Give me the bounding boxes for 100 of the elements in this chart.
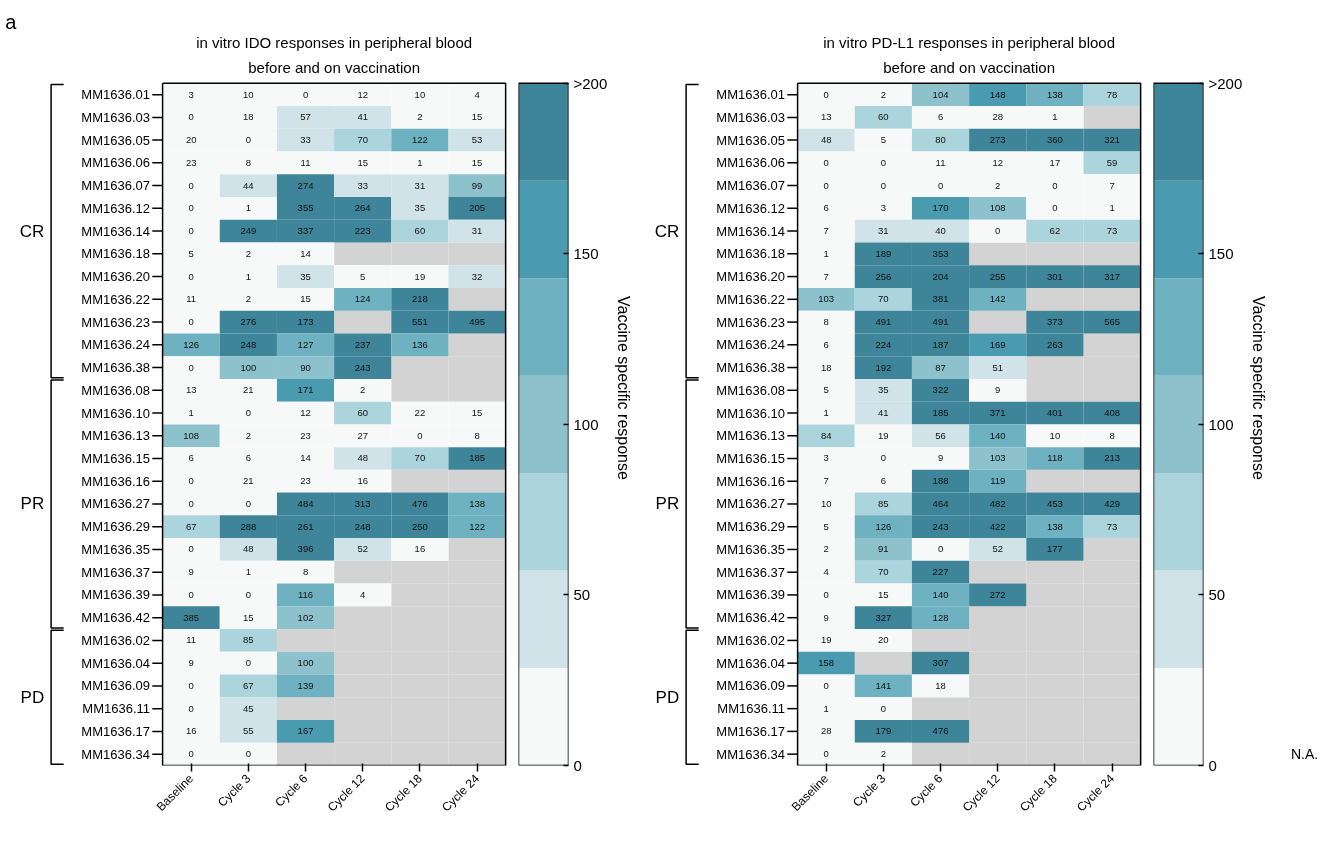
data-label: 1 xyxy=(1109,202,1115,214)
data-label: 56 xyxy=(935,429,946,441)
y-tick-label: MM1636.09 xyxy=(81,678,151,694)
data-label: 70 xyxy=(878,293,889,305)
data-label: 9 xyxy=(995,384,1001,396)
data-label: 8 xyxy=(474,429,480,441)
y-tick-label: MM1636.16 xyxy=(81,473,151,489)
data-label: 0 xyxy=(188,497,194,509)
data-label: 188 xyxy=(932,475,949,487)
data-label: 140 xyxy=(932,588,949,600)
data-label: 23 xyxy=(185,156,197,168)
data-label: 7 xyxy=(823,270,829,282)
data-label: 127 xyxy=(297,338,314,350)
data-label: 15 xyxy=(357,156,368,168)
data-label: 381 xyxy=(932,293,949,305)
data-label: 4 xyxy=(360,588,366,600)
color-bar-title: Vaccine specific response xyxy=(1250,296,1268,480)
y-tick-label: MM1636.06 xyxy=(81,155,151,171)
data-label: 28 xyxy=(992,111,1003,123)
data-label: 33 xyxy=(300,134,311,146)
y-tick-label: MM1636.27 xyxy=(81,496,151,512)
y-tick-label: MM1636.35 xyxy=(81,541,151,557)
data-label: 15 xyxy=(300,293,311,305)
y-tick-label: MM1636.38 xyxy=(716,360,786,376)
data-label: 122 xyxy=(469,520,485,532)
data-label: 102 xyxy=(297,611,314,623)
y-tick-label: MM1636.42 xyxy=(716,610,786,626)
data-label: 1 xyxy=(823,247,829,259)
data-label: 169 xyxy=(989,338,1006,350)
data-label: 0 xyxy=(188,588,194,600)
data-label: 11 xyxy=(186,293,197,305)
data-label: 104 xyxy=(932,88,949,100)
data-label: 422 xyxy=(989,520,1006,532)
y-tick-label: MM1636.18 xyxy=(716,246,786,262)
data-label: 274 xyxy=(297,179,314,191)
data-label: 67 xyxy=(243,679,254,691)
data-label: 116 xyxy=(297,588,314,600)
data-label: 87 xyxy=(935,361,946,373)
text: N.A. xyxy=(1290,746,1319,763)
data-label: 396 xyxy=(297,543,314,555)
data-label: 8 xyxy=(823,316,829,328)
data-label: 0 xyxy=(823,588,829,600)
data-label: 10 xyxy=(820,497,832,509)
y-tick-label: MM1636.05 xyxy=(81,132,151,148)
y-tick-label: MM1636.12 xyxy=(81,200,151,216)
data-label: 385 xyxy=(183,611,200,623)
data-label: 4 xyxy=(474,88,480,100)
data-label: 2 xyxy=(880,748,887,760)
color-bar-label: 100 xyxy=(1208,415,1234,433)
y-tick-label: MM1636.15 xyxy=(81,451,151,466)
data-label: 18 xyxy=(820,361,832,373)
y-tick-label: MM1636.11 xyxy=(82,701,151,717)
data-label: 263 xyxy=(1046,338,1063,350)
text: CR xyxy=(654,221,680,241)
data-label: 35 xyxy=(414,202,426,214)
y-tick-label: MM1636.13 xyxy=(81,428,151,444)
y-tick-label: MM1636.34 xyxy=(81,746,151,762)
data-label: 5 xyxy=(880,134,887,146)
color-bar-label: 100 xyxy=(573,415,599,433)
data-label: 7 xyxy=(1109,179,1115,191)
y-tick-label: MM1636.38 xyxy=(81,360,151,376)
y-tick-label: MM1636.27 xyxy=(716,496,786,512)
data-label: 2 xyxy=(245,293,252,305)
data-label: 103 xyxy=(818,293,835,305)
data-label: 5 xyxy=(823,384,829,396)
data-label: 28 xyxy=(820,725,832,737)
data-label: 100 xyxy=(240,361,257,373)
data-label: 0 xyxy=(188,270,194,282)
data-label: 1 xyxy=(245,566,252,578)
data-label: 15 xyxy=(878,588,889,600)
y-tick-label: MM1636.42 xyxy=(81,610,151,626)
data-label: 187 xyxy=(932,338,949,350)
data-label: 11 xyxy=(935,156,946,168)
data-label: 10 xyxy=(414,88,426,100)
y-tick-label: MM1636.37 xyxy=(716,564,786,580)
data-label: 5 xyxy=(823,520,829,532)
y-tick-label: MM1636.34 xyxy=(716,746,786,762)
data-label: 484 xyxy=(297,497,314,509)
data-label: 551 xyxy=(411,316,428,328)
data-label: 0 xyxy=(188,748,194,760)
data-label: 23 xyxy=(300,429,311,441)
data-label: 19 xyxy=(820,634,832,646)
data-label: 12 xyxy=(992,156,1003,168)
data-label: 158 xyxy=(818,657,835,669)
color-bar-label: 50 xyxy=(1208,586,1226,604)
data-label: 0 xyxy=(188,202,194,214)
data-label: 126 xyxy=(183,338,200,350)
data-label: 565 xyxy=(1104,316,1120,328)
data-label: 70 xyxy=(878,566,889,578)
data-label: 0 xyxy=(188,225,194,237)
y-tick-label: MM1636.23 xyxy=(716,314,786,330)
data-label: 139 xyxy=(297,679,314,691)
data-label: 255 xyxy=(989,270,1006,282)
data-label: 10 xyxy=(1049,429,1061,441)
y-tick-label: MM1636.10 xyxy=(81,405,151,421)
data-label: 21 xyxy=(243,475,254,487)
data-label: 140 xyxy=(989,429,1006,441)
data-label: 10 xyxy=(243,88,254,100)
data-label: 85 xyxy=(243,634,254,646)
data-label: 243 xyxy=(354,361,371,373)
